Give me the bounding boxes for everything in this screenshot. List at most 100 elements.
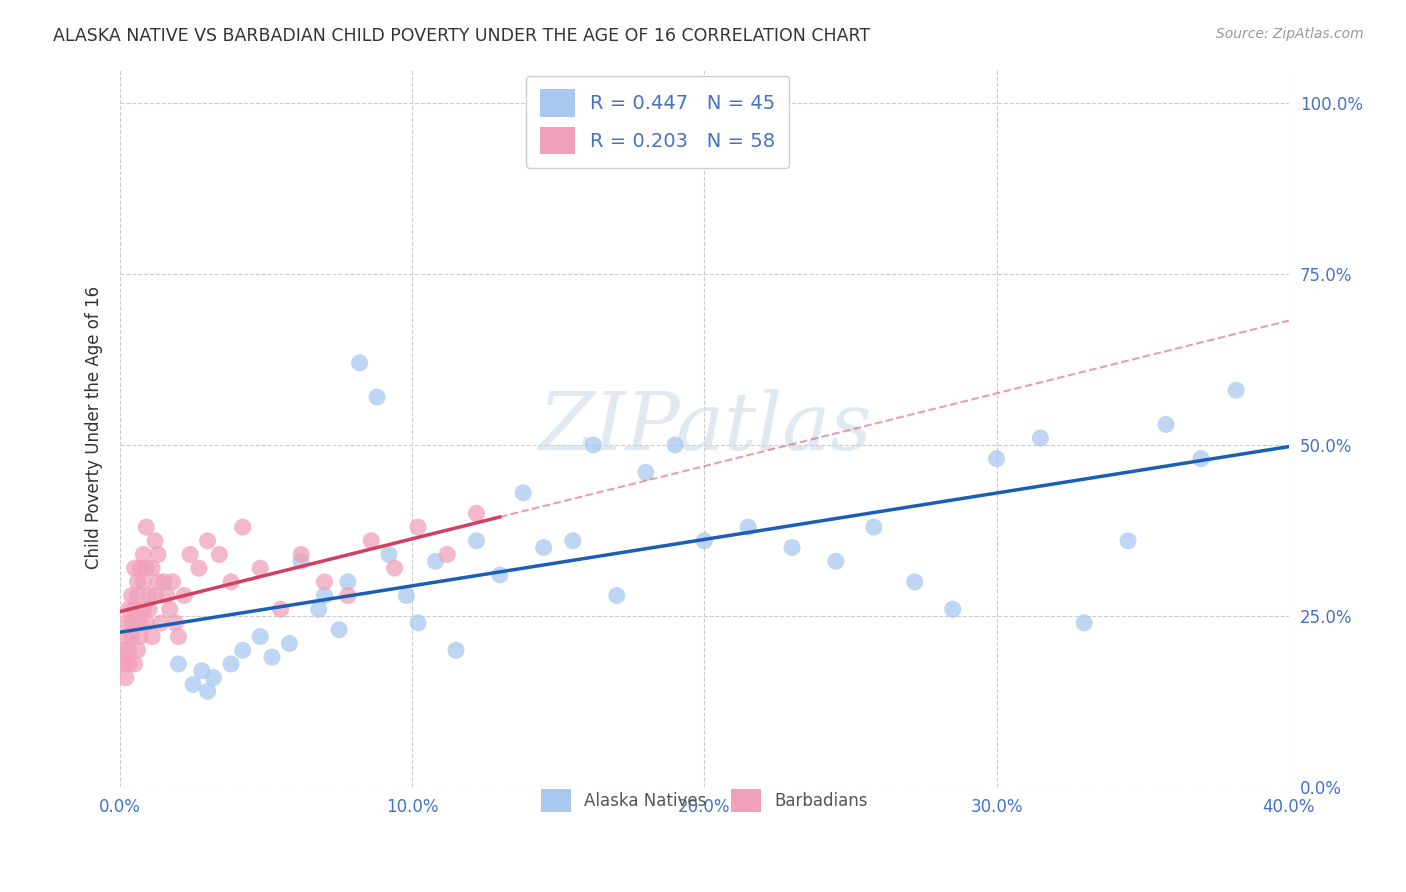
Point bbox=[129, 561, 152, 575]
Point bbox=[202, 671, 225, 685]
Point bbox=[121, 589, 143, 603]
Point bbox=[127, 589, 149, 603]
Point bbox=[138, 602, 160, 616]
Point bbox=[111, 657, 134, 671]
Point bbox=[114, 615, 136, 630]
Point bbox=[127, 574, 149, 589]
Point bbox=[863, 520, 886, 534]
Point bbox=[129, 615, 152, 630]
Point bbox=[143, 533, 166, 548]
Point bbox=[465, 533, 488, 548]
Point bbox=[232, 643, 254, 657]
Point bbox=[132, 548, 155, 562]
Point bbox=[664, 438, 686, 452]
Point bbox=[360, 533, 382, 548]
Text: Source: ZipAtlas.com: Source: ZipAtlas.com bbox=[1216, 27, 1364, 41]
Point bbox=[111, 643, 134, 657]
Point bbox=[314, 574, 336, 589]
Point bbox=[232, 520, 254, 534]
Point bbox=[219, 657, 242, 671]
Text: ALASKA NATIVE VS BARBADIAN CHILD POVERTY UNDER THE AGE OF 16 CORRELATION CHART: ALASKA NATIVE VS BARBADIAN CHILD POVERTY… bbox=[53, 27, 870, 45]
Point bbox=[904, 574, 927, 589]
Point bbox=[118, 657, 141, 671]
Point bbox=[328, 623, 350, 637]
Point bbox=[124, 561, 146, 575]
Point bbox=[1189, 451, 1212, 466]
Point bbox=[173, 589, 195, 603]
Point bbox=[149, 615, 172, 630]
Point bbox=[512, 486, 534, 500]
Point bbox=[146, 548, 169, 562]
Point bbox=[249, 630, 271, 644]
Point bbox=[208, 548, 231, 562]
Point bbox=[308, 602, 330, 616]
Point bbox=[1073, 615, 1095, 630]
Point bbox=[465, 507, 488, 521]
Point bbox=[162, 574, 184, 589]
Point bbox=[181, 677, 204, 691]
Point bbox=[384, 561, 406, 575]
Point bbox=[129, 630, 152, 644]
Point bbox=[114, 630, 136, 644]
Point bbox=[986, 451, 1008, 466]
Point bbox=[488, 568, 510, 582]
Point bbox=[146, 574, 169, 589]
Point bbox=[270, 602, 292, 616]
Point bbox=[187, 561, 209, 575]
Point bbox=[278, 636, 301, 650]
Point bbox=[152, 574, 174, 589]
Point bbox=[141, 561, 163, 575]
Point bbox=[135, 615, 157, 630]
Point bbox=[138, 589, 160, 603]
Point bbox=[143, 589, 166, 603]
Point bbox=[425, 554, 447, 568]
Point bbox=[1116, 533, 1139, 548]
Point bbox=[780, 541, 803, 555]
Point bbox=[118, 602, 141, 616]
Point bbox=[366, 390, 388, 404]
Point bbox=[737, 520, 759, 534]
Point bbox=[336, 574, 359, 589]
Point bbox=[582, 438, 605, 452]
Point bbox=[197, 533, 219, 548]
Point bbox=[1225, 383, 1247, 397]
Point bbox=[349, 356, 371, 370]
Legend: Alaska Natives, Barbadians: Alaska Natives, Barbadians bbox=[527, 775, 882, 826]
Point bbox=[135, 561, 157, 575]
Point bbox=[314, 589, 336, 603]
Point bbox=[606, 589, 628, 603]
Point bbox=[824, 554, 846, 568]
Point bbox=[249, 561, 271, 575]
Point bbox=[406, 615, 429, 630]
Point bbox=[167, 657, 190, 671]
Point bbox=[533, 541, 555, 555]
Point bbox=[118, 643, 141, 657]
Point bbox=[444, 643, 467, 657]
Point bbox=[156, 589, 179, 603]
Point bbox=[191, 664, 214, 678]
Point bbox=[121, 615, 143, 630]
Point bbox=[1029, 431, 1052, 445]
Point bbox=[165, 615, 187, 630]
Point bbox=[124, 657, 146, 671]
Point bbox=[260, 650, 283, 665]
Point bbox=[561, 533, 583, 548]
Point bbox=[406, 520, 429, 534]
Point bbox=[395, 589, 418, 603]
Point bbox=[179, 548, 201, 562]
Y-axis label: Child Poverty Under the Age of 16: Child Poverty Under the Age of 16 bbox=[86, 286, 103, 569]
Point bbox=[124, 602, 146, 616]
Point bbox=[290, 554, 312, 568]
Point bbox=[378, 548, 401, 562]
Point bbox=[219, 574, 242, 589]
Text: ZIPatlas: ZIPatlas bbox=[537, 389, 872, 467]
Point bbox=[132, 602, 155, 616]
Point bbox=[197, 684, 219, 698]
Point bbox=[135, 520, 157, 534]
Point bbox=[114, 671, 136, 685]
Point bbox=[132, 574, 155, 589]
Point bbox=[1154, 417, 1177, 432]
Point bbox=[121, 630, 143, 644]
Point bbox=[127, 643, 149, 657]
Point bbox=[336, 589, 359, 603]
